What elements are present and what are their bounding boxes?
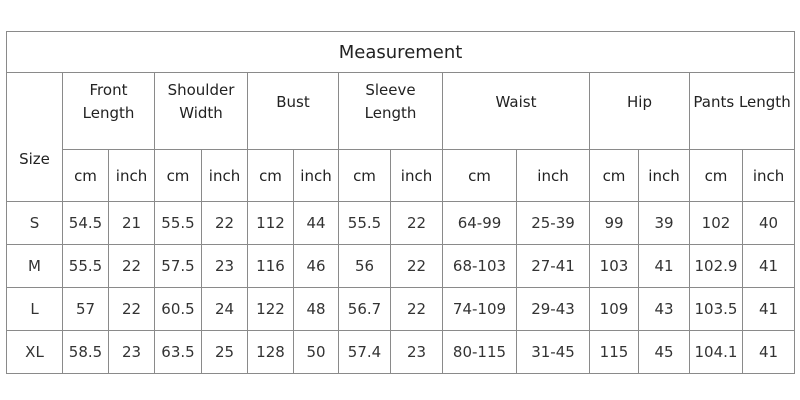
value-cell: 29-43 bbox=[516, 287, 590, 331]
value-cell: 31-45 bbox=[516, 330, 590, 374]
value-cell: 24 bbox=[201, 287, 248, 331]
value-cell: 63.5 bbox=[154, 330, 202, 374]
size-chart-table: Measurement Size Front Length Shoulder Wi… bbox=[5, 31, 796, 374]
group-header: Bust bbox=[247, 72, 339, 150]
value-cell: 50 bbox=[293, 330, 339, 374]
group-header: Shoulder Width bbox=[154, 72, 248, 150]
value-cell: 102.9 bbox=[689, 244, 743, 288]
value-cell: 22 bbox=[201, 201, 248, 245]
value-cell: 56.7 bbox=[338, 287, 391, 331]
unit-header: cm bbox=[338, 149, 391, 202]
size-cell: L bbox=[6, 287, 63, 331]
value-cell: 99 bbox=[589, 201, 639, 245]
group-header: Sleeve Length bbox=[338, 72, 443, 150]
value-cell: 22 bbox=[108, 287, 155, 331]
value-cell: 23 bbox=[201, 244, 248, 288]
unit-header: cm bbox=[154, 149, 202, 202]
value-cell: 46 bbox=[293, 244, 339, 288]
value-cell: 103.5 bbox=[689, 287, 743, 331]
value-cell: 116 bbox=[247, 244, 294, 288]
value-cell: 57 bbox=[62, 287, 109, 331]
table-row: M 55.5 22 57.5 23 116 46 56 22 68-103 27-41 103 41 10… bbox=[6, 244, 796, 288]
value-cell: 103 bbox=[589, 244, 639, 288]
value-cell: 41 bbox=[741, 330, 796, 374]
value-cell: 80-115 bbox=[442, 330, 517, 374]
unit-header: inch bbox=[741, 149, 796, 202]
value-cell: 22 bbox=[390, 244, 443, 288]
title-row: Measurement bbox=[5, 31, 796, 73]
unit-header: cm bbox=[247, 149, 294, 202]
value-cell: 43 bbox=[638, 287, 690, 331]
unit-header: cm bbox=[689, 149, 743, 202]
value-cell: 25-39 bbox=[516, 201, 590, 245]
size-header: Size bbox=[6, 72, 63, 202]
value-cell: 21 bbox=[108, 201, 155, 245]
value-cell: 45 bbox=[638, 330, 690, 374]
unit-header: inch bbox=[390, 149, 443, 202]
value-cell: 55.5 bbox=[62, 244, 109, 288]
value-cell: 109 bbox=[589, 287, 639, 331]
value-cell: 40 bbox=[741, 201, 796, 245]
value-cell: 55.5 bbox=[338, 201, 391, 245]
value-cell: 74-109 bbox=[442, 287, 517, 331]
value-cell: 57.5 bbox=[154, 244, 202, 288]
value-cell: 68-103 bbox=[442, 244, 517, 288]
unit-header: inch bbox=[516, 149, 590, 202]
unit-header: inch bbox=[638, 149, 690, 202]
group-header: Front Length bbox=[62, 72, 155, 150]
value-cell: 56 bbox=[338, 244, 391, 288]
value-cell: 41 bbox=[741, 287, 796, 331]
value-cell: 44 bbox=[293, 201, 339, 245]
value-cell: 27-41 bbox=[516, 244, 590, 288]
value-cell: 22 bbox=[390, 287, 443, 331]
unit-header: cm bbox=[62, 149, 109, 202]
group-header: Hip bbox=[589, 72, 690, 150]
table-row: XL 58.5 23 63.5 25 128 50 57.4 23 80-115 31-45 115 4… bbox=[6, 330, 796, 374]
size-cell: S bbox=[6, 201, 63, 245]
value-cell: 22 bbox=[108, 244, 155, 288]
value-cell: 55.5 bbox=[154, 201, 202, 245]
unit-header: inch bbox=[201, 149, 248, 202]
group-header: Waist bbox=[442, 72, 590, 150]
unit-header: inch bbox=[108, 149, 155, 202]
value-cell: 23 bbox=[390, 330, 443, 374]
table-row: S 54.5 21 55.5 22 112 44 55.5 22 64-99 25-39 99 39 10… bbox=[6, 201, 796, 245]
value-cell: 48 bbox=[293, 287, 339, 331]
value-cell: 25 bbox=[201, 330, 248, 374]
group-header-row: Size Front Length Shoulder Width Bust Sleev… bbox=[6, 72, 796, 202]
value-cell: 39 bbox=[638, 201, 690, 245]
value-cell: 41 bbox=[741, 244, 796, 288]
value-cell: 22 bbox=[390, 201, 443, 245]
unit-header: cm bbox=[442, 149, 517, 202]
unit-header: cm bbox=[589, 149, 639, 202]
value-cell: 122 bbox=[247, 287, 294, 331]
group-header: Pants Length bbox=[688, 72, 796, 150]
value-cell: 41 bbox=[638, 244, 690, 288]
unit-header: inch bbox=[293, 149, 339, 202]
value-cell: 57.4 bbox=[338, 330, 391, 374]
value-cell: 112 bbox=[247, 201, 294, 245]
value-cell: 64-99 bbox=[442, 201, 517, 245]
value-cell: 54.5 bbox=[62, 201, 109, 245]
value-cell: 102 bbox=[689, 201, 743, 245]
value-cell: 23 bbox=[108, 330, 155, 374]
table-title: Measurement bbox=[5, 31, 796, 73]
value-cell: 104.1 bbox=[689, 330, 743, 374]
value-cell: 115 bbox=[589, 330, 639, 374]
value-cell: 128 bbox=[247, 330, 294, 374]
unit-header-row: cm inch cm inch cm inch cm inch cm inch cm inch cm in… bbox=[7, 149, 796, 202]
value-cell: 58.5 bbox=[62, 330, 109, 374]
size-cell: XL bbox=[6, 330, 63, 374]
table-row: L 57 22 60.5 24 122 48 56.7 22 74-109 29-43 109 43 10… bbox=[6, 287, 796, 331]
size-cell: M bbox=[6, 244, 63, 288]
value-cell: 60.5 bbox=[154, 287, 202, 331]
